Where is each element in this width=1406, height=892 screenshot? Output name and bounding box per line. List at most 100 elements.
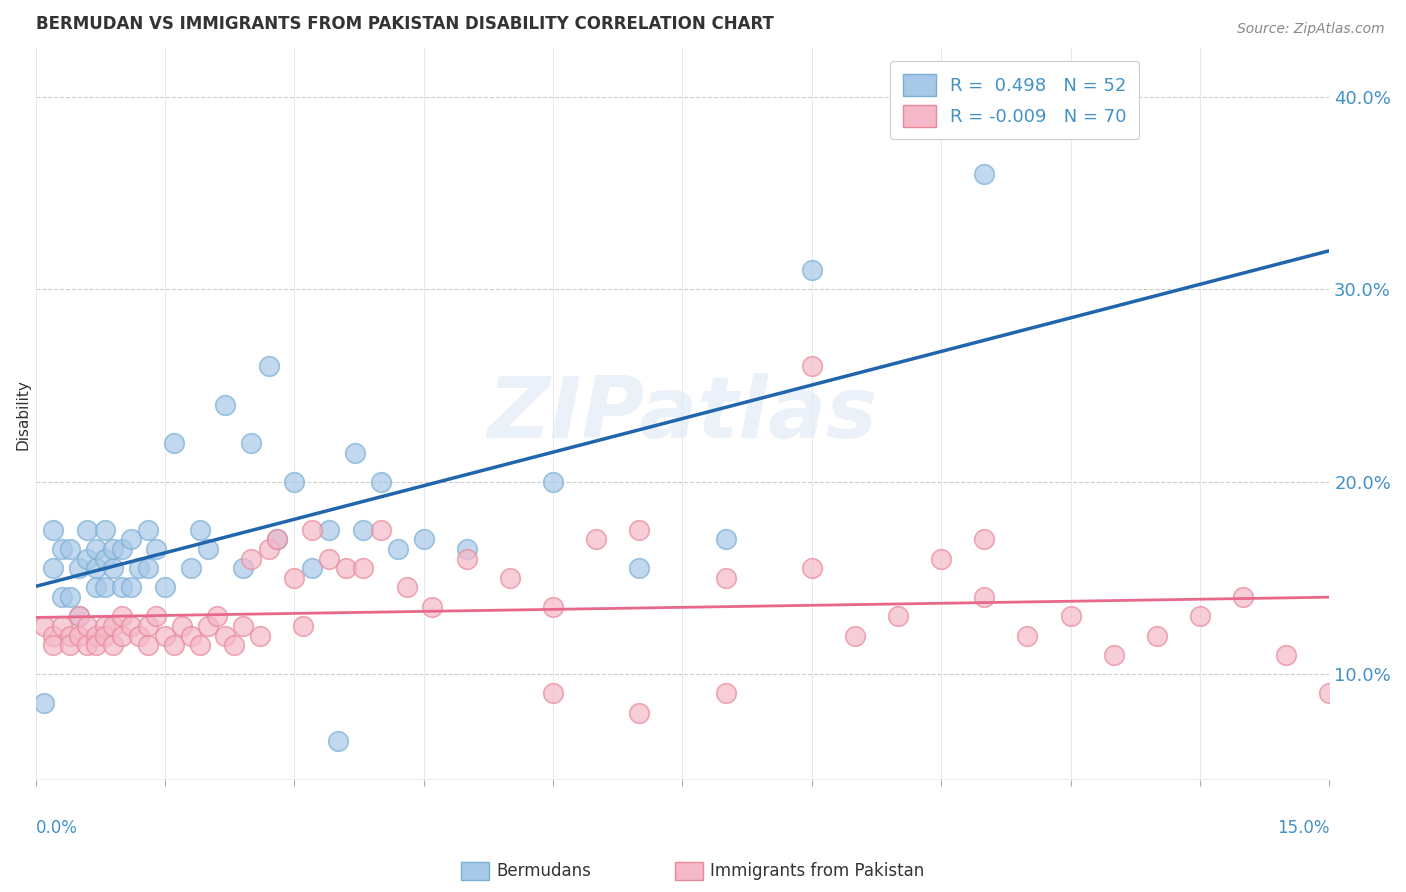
Point: [387, 541, 409, 556]
Point: [93, 523, 115, 537]
Point: [1017, 629, 1039, 643]
Point: [1317, 686, 1340, 700]
Point: [111, 609, 134, 624]
Point: [232, 619, 254, 633]
Point: [249, 629, 271, 643]
Point: [205, 609, 228, 624]
Point: [214, 629, 236, 643]
Point: [395, 581, 418, 595]
Point: [51, 541, 73, 556]
Point: [352, 561, 374, 575]
Y-axis label: Disability: Disability: [15, 379, 30, 450]
Point: [67, 609, 90, 624]
Point: [145, 609, 167, 624]
Point: [76, 619, 98, 633]
Point: [59, 629, 82, 643]
Point: [136, 523, 159, 537]
Point: [1275, 648, 1298, 662]
Point: [1188, 609, 1211, 624]
Point: [42, 523, 65, 537]
Point: [628, 523, 651, 537]
Point: [973, 533, 995, 547]
Point: [93, 551, 115, 566]
Point: [301, 561, 323, 575]
Point: [84, 541, 107, 556]
FancyBboxPatch shape: [675, 862, 703, 880]
Point: [318, 523, 340, 537]
Point: [42, 638, 65, 652]
Point: [84, 581, 107, 595]
Point: [370, 475, 392, 489]
Point: [145, 541, 167, 556]
Text: 15.0%: 15.0%: [1277, 819, 1329, 837]
Point: [973, 167, 995, 181]
Point: [34, 696, 56, 710]
Point: [111, 629, 134, 643]
Text: Source: ZipAtlas.com: Source: ZipAtlas.com: [1237, 22, 1385, 37]
Point: [34, 619, 56, 633]
Point: [222, 638, 245, 652]
Point: [42, 561, 65, 575]
Point: [67, 561, 90, 575]
Point: [714, 571, 737, 585]
Point: [163, 638, 186, 652]
Point: [76, 523, 98, 537]
Point: [422, 599, 444, 614]
Point: [800, 561, 823, 575]
Text: ZIPatlas: ZIPatlas: [488, 373, 877, 456]
Point: [1232, 590, 1254, 604]
Point: [163, 436, 186, 450]
Point: [335, 561, 357, 575]
Point: [120, 533, 142, 547]
Point: [128, 561, 150, 575]
Point: [59, 638, 82, 652]
Point: [541, 475, 564, 489]
Point: [93, 619, 115, 633]
Point: [84, 638, 107, 652]
Point: [370, 523, 392, 537]
Point: [111, 581, 134, 595]
Point: [800, 359, 823, 373]
Point: [188, 523, 211, 537]
Point: [412, 533, 434, 547]
Point: [42, 629, 65, 643]
Point: [93, 629, 115, 643]
Point: [887, 609, 910, 624]
Point: [59, 590, 82, 604]
Point: [352, 523, 374, 537]
Text: 0.0%: 0.0%: [35, 819, 77, 837]
Point: [120, 581, 142, 595]
Point: [499, 571, 522, 585]
Point: [301, 523, 323, 537]
Text: Bermudans: Bermudans: [496, 862, 591, 880]
Point: [103, 561, 125, 575]
Point: [714, 533, 737, 547]
Text: Immigrants from Pakistan: Immigrants from Pakistan: [710, 862, 924, 880]
Point: [929, 551, 952, 566]
Point: [240, 436, 263, 450]
Point: [214, 398, 236, 412]
Point: [973, 590, 995, 604]
Point: [67, 609, 90, 624]
Point: [714, 686, 737, 700]
Point: [84, 561, 107, 575]
Point: [1059, 609, 1081, 624]
Point: [153, 629, 176, 643]
Point: [283, 571, 305, 585]
Point: [628, 561, 651, 575]
Point: [541, 599, 564, 614]
Point: [51, 619, 73, 633]
Point: [51, 590, 73, 604]
FancyBboxPatch shape: [461, 862, 489, 880]
Point: [585, 533, 607, 547]
Point: [103, 541, 125, 556]
Point: [188, 638, 211, 652]
Point: [128, 629, 150, 643]
Point: [257, 359, 280, 373]
Point: [76, 551, 98, 566]
Point: [266, 533, 288, 547]
Legend: R =  0.498   N = 52, R = -0.009   N = 70: R = 0.498 N = 52, R = -0.009 N = 70: [890, 62, 1139, 139]
Point: [180, 629, 202, 643]
Point: [111, 541, 134, 556]
Point: [136, 638, 159, 652]
